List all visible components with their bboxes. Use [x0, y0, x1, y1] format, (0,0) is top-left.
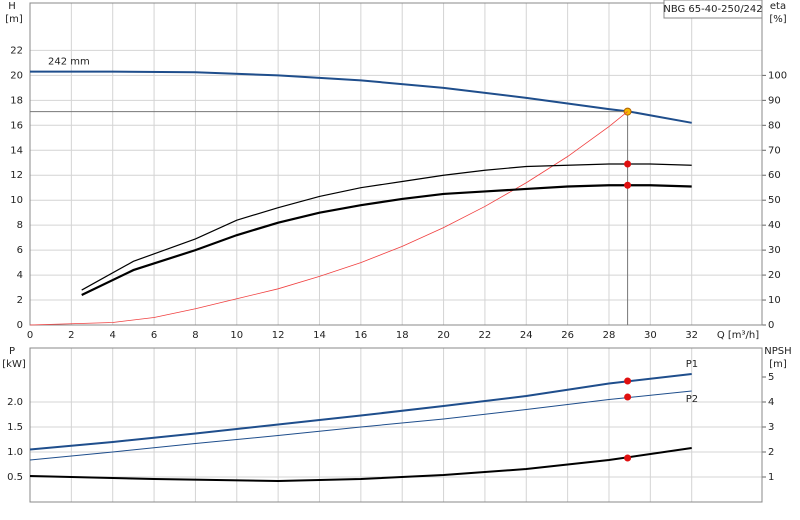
- series-line: [29, 390, 692, 461]
- y2-tick-label: 1: [768, 472, 774, 483]
- x-tick-label: 6: [151, 330, 157, 341]
- y-tick-label: 12: [10, 170, 23, 181]
- series-line: [29, 373, 692, 451]
- x-tick-label: 0: [27, 330, 33, 341]
- y-axis-label: H: [8, 1, 16, 12]
- y2-tick-label: 30: [768, 245, 781, 256]
- series-line: [30, 70, 692, 124]
- x-tick-label: 24: [520, 330, 533, 341]
- x-axis-label: Q [m³/h]: [717, 330, 759, 341]
- duty-point: [624, 160, 632, 168]
- y-axis-label: P: [9, 346, 15, 357]
- plot-frame: [29, 2, 763, 326]
- x-tick-label: 32: [685, 330, 698, 341]
- duty-point: [624, 181, 632, 189]
- y2-axis-label: eta: [770, 1, 786, 12]
- duty-point: [624, 454, 632, 462]
- y-axis-unit: [m]: [5, 14, 23, 25]
- y-tick-label: 1.5: [7, 422, 23, 433]
- y-tick-label: 0.5: [7, 472, 23, 483]
- x-tick-label: 14: [313, 330, 326, 341]
- series-line: [81, 184, 692, 297]
- y-tick-label: 22: [10, 45, 23, 56]
- x-tick-label: 12: [272, 330, 285, 341]
- x-tick-label: 16: [354, 330, 367, 341]
- y2-tick-label: 3: [768, 422, 774, 433]
- x-tick-label: 30: [644, 330, 657, 341]
- series-line: [29, 447, 692, 483]
- y2-tick-label: 5: [768, 372, 774, 383]
- x-tick-label: 18: [396, 330, 409, 341]
- y2-tick-label: 4: [768, 397, 774, 408]
- y-tick-label: 1.0: [7, 447, 23, 458]
- y-tick-label: 18: [10, 95, 23, 106]
- y-axis-unit: [kW]: [2, 359, 26, 370]
- y2-axis-unit: [%]: [769, 14, 786, 25]
- y2-tick-label: 60: [768, 170, 781, 181]
- y2-tick-label: 10: [768, 295, 781, 306]
- series-line: [81, 163, 692, 291]
- duty-point: [624, 393, 632, 401]
- x-tick-label: 2: [68, 330, 74, 341]
- y2-axis-label: NPSH: [764, 346, 791, 357]
- y-tick-label: 20: [10, 70, 23, 81]
- series-label: P1: [686, 359, 698, 370]
- title-box: [663, 0, 763, 19]
- y-tick-label: 0: [17, 320, 23, 331]
- y2-tick-label: 2: [768, 447, 774, 458]
- y-tick-label: 8: [17, 220, 23, 231]
- y2-tick-label: 0: [768, 320, 774, 331]
- y2-tick-label: 40: [768, 220, 781, 231]
- y-tick-label: 4: [17, 270, 23, 281]
- plot-frame: [29, 347, 763, 503]
- y2-tick-label: 20: [768, 270, 781, 281]
- y2-tick-label: 50: [768, 195, 781, 206]
- y2-tick-label: 70: [768, 145, 781, 156]
- series-label: 242 mm: [48, 57, 90, 68]
- x-tick-label: 28: [603, 330, 616, 341]
- x-tick-label: 8: [192, 330, 198, 341]
- y-tick-label: 16: [10, 120, 23, 131]
- y-tick-label: 2: [17, 295, 23, 306]
- duty-point: [624, 377, 632, 385]
- x-tick-label: 20: [437, 330, 450, 341]
- series-line: [29, 111, 628, 326]
- y-tick-label: 10: [10, 195, 23, 206]
- y2-axis-unit: [m]: [769, 359, 787, 370]
- x-tick-label: 10: [230, 330, 243, 341]
- y-tick-label: 6: [17, 245, 23, 256]
- chart-title: NBG 65-40-250/242: [663, 4, 762, 15]
- series-label: P2: [686, 394, 698, 405]
- y2-tick-label: 90: [768, 95, 781, 106]
- x-tick-label: 4: [110, 330, 116, 341]
- y-tick-label: 2.0: [7, 397, 23, 408]
- y-tick-label: 14: [10, 145, 23, 156]
- x-tick-label: 22: [479, 330, 492, 341]
- y2-tick-label: 100: [768, 70, 787, 81]
- x-tick-label: 26: [561, 330, 574, 341]
- y2-tick-label: 80: [768, 120, 781, 131]
